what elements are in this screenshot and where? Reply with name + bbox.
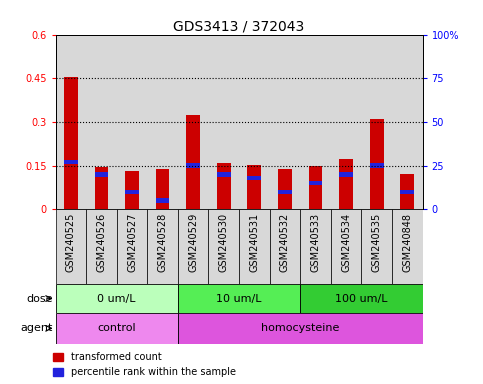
Bar: [339, 159, 353, 209]
Bar: [147, 35, 178, 209]
Bar: [239, 35, 270, 209]
Bar: [156, 199, 170, 203]
Text: GSM240531: GSM240531: [249, 213, 259, 272]
Text: GSM240535: GSM240535: [372, 213, 382, 272]
Bar: [64, 160, 78, 164]
Bar: [370, 164, 384, 168]
Text: GSM240848: GSM240848: [402, 213, 412, 272]
Bar: [300, 35, 331, 209]
Bar: [361, 35, 392, 209]
FancyBboxPatch shape: [300, 209, 331, 284]
Bar: [64, 77, 78, 209]
FancyBboxPatch shape: [270, 209, 300, 284]
FancyBboxPatch shape: [56, 284, 178, 313]
Bar: [309, 167, 323, 209]
FancyBboxPatch shape: [239, 209, 270, 284]
FancyBboxPatch shape: [147, 209, 178, 284]
FancyBboxPatch shape: [178, 313, 423, 344]
Bar: [309, 181, 323, 185]
Bar: [217, 163, 231, 209]
FancyBboxPatch shape: [178, 209, 209, 284]
Text: agent: agent: [21, 323, 53, 333]
Text: GSM240525: GSM240525: [66, 213, 76, 272]
Bar: [186, 164, 200, 168]
FancyBboxPatch shape: [56, 313, 178, 344]
Bar: [247, 165, 261, 209]
Text: GSM240533: GSM240533: [311, 213, 321, 272]
Title: GDS3413 / 372043: GDS3413 / 372043: [173, 20, 305, 33]
Text: GSM240529: GSM240529: [188, 213, 198, 272]
Text: 100 um/L: 100 um/L: [335, 293, 388, 304]
Bar: [178, 35, 209, 209]
Text: GSM240532: GSM240532: [280, 213, 290, 272]
Bar: [217, 172, 231, 177]
Text: 0 um/L: 0 um/L: [98, 293, 136, 304]
Bar: [95, 172, 108, 177]
FancyBboxPatch shape: [300, 284, 423, 313]
Text: GSM240528: GSM240528: [157, 213, 168, 272]
Bar: [125, 190, 139, 194]
Legend: transformed count, percentile rank within the sample: transformed count, percentile rank withi…: [53, 353, 236, 377]
Bar: [86, 35, 117, 209]
Bar: [400, 190, 414, 194]
Bar: [125, 171, 139, 209]
Bar: [209, 35, 239, 209]
Text: GSM240530: GSM240530: [219, 213, 229, 272]
Bar: [339, 172, 353, 177]
Bar: [117, 35, 147, 209]
Bar: [56, 35, 86, 209]
FancyBboxPatch shape: [209, 209, 239, 284]
Bar: [400, 174, 414, 209]
Text: GSM240526: GSM240526: [97, 213, 106, 272]
Text: GSM240527: GSM240527: [127, 213, 137, 272]
FancyBboxPatch shape: [178, 284, 300, 313]
FancyBboxPatch shape: [392, 209, 423, 284]
FancyBboxPatch shape: [117, 209, 147, 284]
Bar: [270, 35, 300, 209]
FancyBboxPatch shape: [331, 209, 361, 284]
Text: control: control: [98, 323, 136, 333]
FancyBboxPatch shape: [86, 209, 117, 284]
Bar: [156, 169, 170, 209]
FancyBboxPatch shape: [56, 209, 86, 284]
Bar: [331, 35, 361, 209]
Bar: [278, 190, 292, 194]
Text: dose: dose: [27, 293, 53, 304]
Bar: [370, 119, 384, 209]
Text: GSM240534: GSM240534: [341, 213, 351, 272]
Bar: [186, 115, 200, 209]
Bar: [392, 35, 423, 209]
Text: homocysteine: homocysteine: [261, 323, 340, 333]
FancyBboxPatch shape: [361, 209, 392, 284]
Bar: [278, 169, 292, 209]
Text: 10 um/L: 10 um/L: [216, 293, 262, 304]
Bar: [247, 175, 261, 180]
Bar: [95, 167, 108, 209]
